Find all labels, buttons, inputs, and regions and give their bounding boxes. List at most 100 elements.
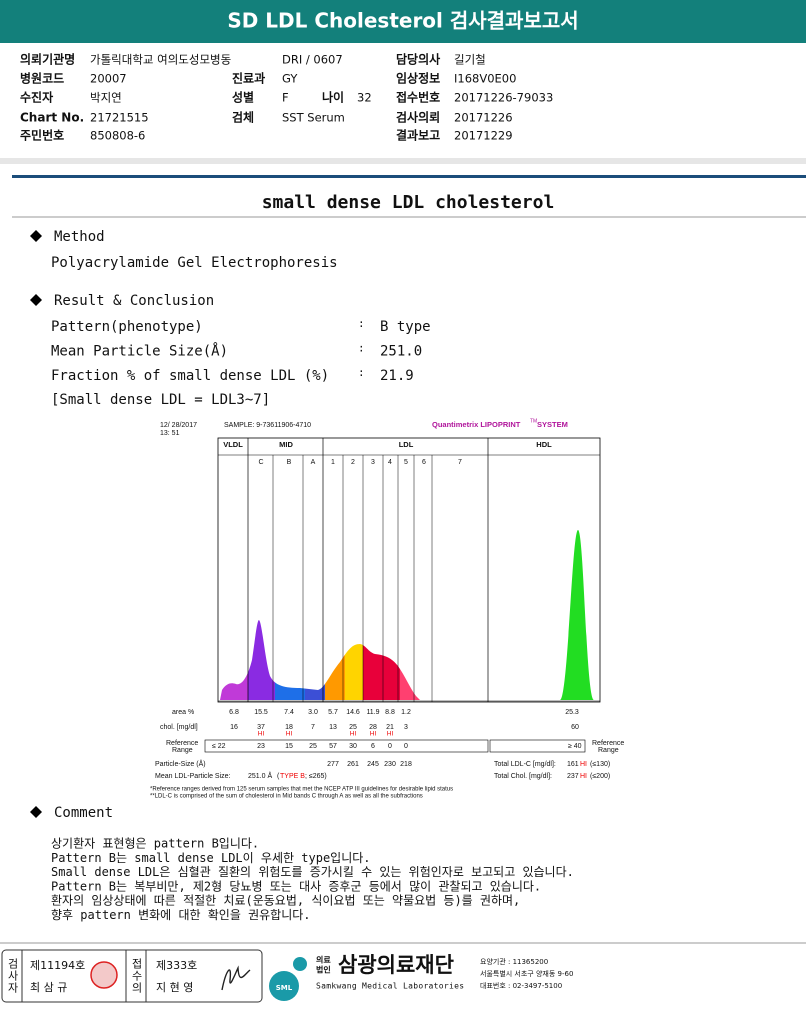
hdl-chol: 60	[571, 724, 579, 731]
reference-value: 0	[404, 743, 408, 750]
result-value: B type	[380, 319, 431, 335]
result-separator: :	[358, 366, 365, 379]
area-value: 14.6	[346, 709, 360, 716]
chol-value: 7	[311, 724, 315, 731]
info-value: I168V0E00	[454, 72, 516, 86]
total-range: (≤130)	[590, 761, 610, 768]
method-text: Polyacrylamide Gel Electrophoresis	[51, 255, 338, 271]
info-value: 850808-6	[90, 129, 145, 143]
group-label: HDL	[536, 440, 552, 449]
particle-size: 230	[384, 761, 396, 768]
area-value: 1.2	[401, 709, 411, 716]
result-label: Mean Particle Size(Å)	[51, 343, 228, 360]
chol-flag: HI	[286, 731, 293, 738]
mean-paren: (	[277, 773, 280, 780]
chol-flag: HI	[258, 731, 265, 738]
band-label: 2	[351, 459, 355, 466]
group-label: MID	[279, 440, 293, 449]
chol-value: 37	[257, 724, 265, 731]
figure-brand: Quantimetrix LIPOPRINT	[432, 420, 521, 429]
reference-value: 6	[371, 743, 375, 750]
reference-box	[204, 739, 489, 753]
receiver-name: 지 현 영	[156, 981, 193, 994]
chol-value: 18	[285, 724, 293, 731]
band-label: 1	[331, 459, 335, 466]
chol-value: 28	[369, 724, 377, 731]
total-flag: HI	[580, 773, 587, 780]
header-title: SD LDL Cholesterol 검사결과보고서	[227, 9, 578, 33]
info-label: 결과보고	[396, 128, 440, 143]
org-type: 법인	[316, 965, 331, 975]
bullet-diamond	[30, 294, 42, 306]
reference-value: 23	[257, 743, 265, 750]
total-flag: HI	[580, 761, 587, 768]
section-title: small dense LDL cholesterol	[262, 192, 555, 213]
band-label: 3	[371, 459, 375, 466]
figure-background	[148, 418, 605, 800]
area-value: 15.5	[254, 709, 268, 716]
particle-size: 261	[347, 761, 359, 768]
area-value: 7.4	[284, 709, 294, 716]
result-value: 21.9	[380, 368, 414, 384]
reference-value: 25	[309, 743, 317, 750]
row-label: chol. [mg/dl]	[160, 724, 198, 731]
info-value: 가톨릭대학교 여의도성모병동	[90, 53, 231, 67]
info-value: GY	[282, 72, 298, 86]
org-english: Samkwang Medical Laboratories	[316, 982, 464, 991]
band-label: A	[311, 459, 316, 466]
row-label: Particle-Size (Å)	[155, 759, 206, 768]
chol-flag: HI	[350, 731, 357, 738]
comment-line: 상기환자 표현형은 pattern B입니다.	[51, 837, 259, 851]
org-name: 삼광의료재단	[338, 953, 454, 977]
result-separator: :	[358, 317, 365, 330]
comment-line: 환자의 임상상태에 따른 적절한 치료(운동요법, 식이요법 또는 약물요법 등…	[51, 893, 520, 908]
mean-range: ; ≤265)	[305, 773, 327, 780]
total-range: (≤200)	[590, 773, 610, 780]
figure-date: 12/ 28/2017	[160, 422, 197, 429]
group-label: VLDL	[223, 440, 243, 449]
chol-flag: HI	[387, 731, 394, 738]
signature	[221, 965, 251, 991]
band-label: 4	[388, 459, 392, 466]
reference-value: 57	[329, 743, 337, 750]
total-value: 237	[567, 773, 579, 780]
seal-stamp	[90, 961, 118, 989]
area-value: 6.8	[229, 709, 239, 716]
row-label: Mean LDL-Particle Size:	[155, 773, 231, 780]
logo-circle	[269, 971, 299, 1001]
row-label: Reference	[592, 740, 624, 747]
particle-size: 218	[400, 761, 412, 768]
reference-value: 30	[349, 743, 357, 750]
footnote: **LDL-C is comprised of the sum of chole…	[150, 794, 423, 800]
header-bar	[0, 0, 806, 43]
hdl-reference-box	[489, 739, 586, 753]
result-value: 251.0	[380, 344, 422, 360]
info-label: 수진자	[20, 90, 53, 105]
band-label: 7	[458, 459, 462, 466]
group-label: LDL	[399, 440, 414, 449]
info-value: 박지연	[90, 91, 122, 105]
info-value: 20171226-79033	[454, 91, 553, 105]
result-label: Fraction % of small dense LDL (%)	[51, 368, 329, 384]
reference-value: 0	[388, 743, 392, 750]
logo-dot	[293, 957, 307, 971]
figure-sample: SAMPLE: 9-73611906-4710	[224, 422, 311, 429]
figure-tm: TM	[530, 418, 537, 424]
chol-value: 16	[230, 724, 238, 731]
footnote: *Reference ranges derived from 125 serum…	[150, 787, 453, 793]
hdl-profile	[560, 530, 594, 700]
method-heading: Method	[54, 229, 105, 245]
area-value: 5.7	[328, 709, 338, 716]
comment-line: Pattern B는 복부비만, 제2형 당뇨병 또는 대사 증후군 등에서 많…	[51, 879, 541, 893]
section-rule	[12, 175, 806, 178]
total-value: 161	[567, 761, 579, 768]
area-value: 3.0	[308, 709, 318, 716]
result-separator: :	[358, 342, 365, 355]
area-value: 8.8	[385, 709, 395, 716]
chol-value: 13	[329, 724, 337, 731]
chol-flag: HI	[370, 731, 377, 738]
info-value: 20171226	[454, 111, 513, 125]
logo-text: SML	[276, 984, 293, 992]
hdl-reference: ≥ 40	[568, 743, 582, 750]
